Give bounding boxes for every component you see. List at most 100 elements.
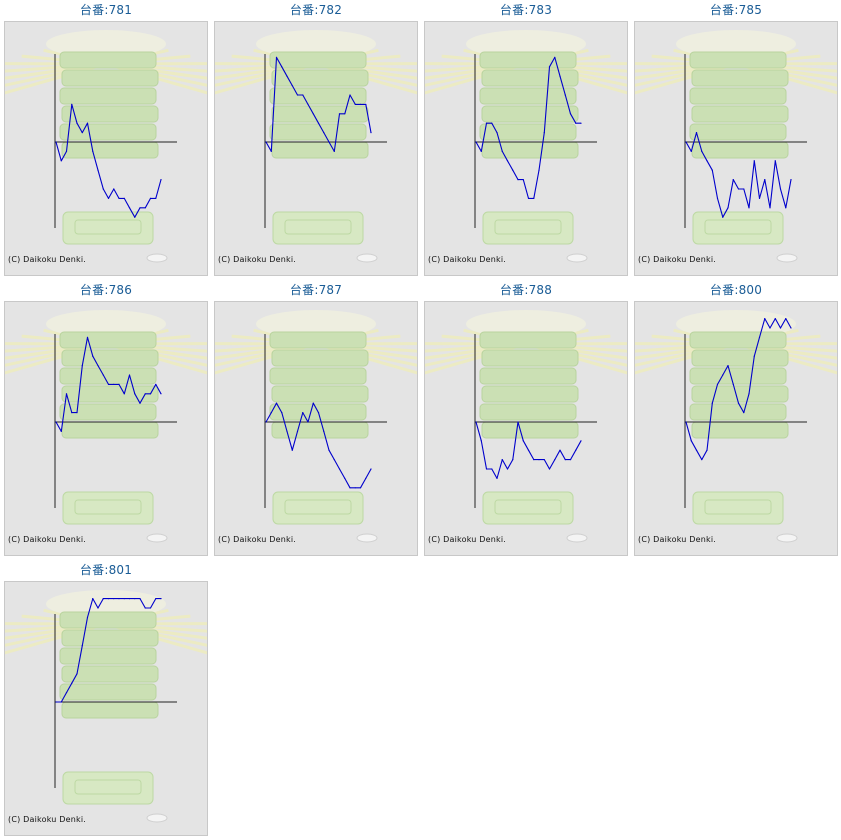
data-point bbox=[695, 449, 698, 451]
machine-chart-card[interactable]: 台番:781 (C) Daikoku Denki. bbox=[4, 1, 208, 276]
data-point bbox=[501, 150, 503, 152]
data-point bbox=[774, 318, 776, 320]
machine-illustration bbox=[5, 310, 207, 543]
machine-illustration bbox=[5, 590, 207, 823]
data-point bbox=[496, 132, 498, 134]
data-point bbox=[753, 355, 755, 357]
data-point bbox=[359, 487, 362, 489]
data-point bbox=[296, 94, 299, 96]
data-point bbox=[769, 207, 771, 209]
data-point bbox=[569, 113, 572, 115]
machine-chart-card[interactable]: 台番:783 (C) Daikoku Denki. bbox=[424, 1, 628, 276]
data-point bbox=[76, 673, 78, 675]
data-point bbox=[134, 216, 136, 218]
data-point bbox=[65, 692, 68, 694]
data-point bbox=[113, 383, 115, 385]
data-point bbox=[123, 393, 125, 395]
machine-chart-card[interactable]: 台番:787 (C) Daikoku Denki. bbox=[214, 281, 418, 556]
data-point bbox=[270, 412, 272, 414]
data-point bbox=[118, 197, 120, 199]
data-point bbox=[564, 459, 566, 461]
data-point bbox=[737, 402, 740, 404]
machine-chart-card[interactable]: 台番:785 (C) Daikoku Denki. bbox=[634, 1, 838, 276]
data-point bbox=[128, 207, 131, 209]
machine-chart-card[interactable]: 台番:801 (C) Daikoku Denki. bbox=[4, 561, 208, 836]
data-point bbox=[302, 94, 304, 96]
data-point bbox=[753, 160, 755, 162]
data-point bbox=[307, 103, 309, 105]
data-point bbox=[480, 150, 482, 152]
data-point bbox=[522, 440, 524, 442]
data-point bbox=[107, 598, 110, 600]
machine-number-link[interactable]: 台番:786 bbox=[79, 283, 133, 297]
data-point bbox=[527, 449, 530, 451]
chart-svg bbox=[215, 310, 417, 543]
machine-chart-card[interactable]: 台番:800 (C) Daikoku Denki. bbox=[634, 281, 838, 556]
machine-chart-card[interactable]: 台番:786 (C) Daikoku Denki. bbox=[4, 281, 208, 556]
data-point bbox=[160, 393, 162, 395]
data-point bbox=[790, 327, 792, 329]
machine-number-link[interactable]: 台番:781 bbox=[79, 3, 133, 17]
data-point bbox=[785, 318, 787, 320]
data-point bbox=[139, 598, 141, 600]
data-point bbox=[291, 449, 293, 451]
machine-illustration bbox=[635, 30, 837, 263]
data-point bbox=[365, 103, 367, 105]
data-point bbox=[743, 188, 745, 190]
data-point bbox=[711, 169, 713, 171]
data-point bbox=[312, 402, 314, 404]
data-point bbox=[118, 598, 120, 600]
machine-chart-card[interactable]: 台番:782 (C) Daikoku Denki. bbox=[214, 1, 418, 276]
data-point bbox=[533, 459, 535, 461]
data-point bbox=[102, 188, 104, 190]
machine-number-link[interactable]: 台番:801 bbox=[79, 563, 133, 577]
data-point bbox=[333, 459, 335, 461]
data-point bbox=[286, 75, 288, 77]
copyright-text: (C) Daikoku Denki. bbox=[8, 815, 87, 824]
chart-panel: (C) Daikoku Denki. bbox=[214, 301, 418, 556]
chart-svg bbox=[5, 30, 207, 263]
data-point bbox=[538, 169, 540, 171]
data-point bbox=[265, 421, 267, 423]
machine-illustration bbox=[635, 310, 837, 543]
data-point bbox=[160, 179, 162, 181]
data-point bbox=[270, 150, 272, 152]
machine-number-link[interactable]: 台番:785 bbox=[709, 3, 763, 17]
machine-number-link[interactable]: 台番:783 bbox=[499, 3, 553, 17]
data-point bbox=[764, 179, 766, 181]
data-point bbox=[706, 449, 708, 451]
data-point bbox=[155, 383, 157, 385]
data-point bbox=[281, 66, 283, 68]
data-point bbox=[97, 607, 99, 609]
data-point bbox=[685, 141, 687, 143]
machine-chart-card[interactable]: 台番:788 (C) Daikoku Denki. bbox=[424, 281, 628, 556]
data-point bbox=[506, 468, 509, 470]
data-point bbox=[81, 645, 83, 647]
chart-svg bbox=[5, 310, 207, 543]
data-point bbox=[328, 449, 330, 451]
chart-panel: (C) Daikoku Denki. bbox=[424, 301, 628, 556]
machine-number-link[interactable]: 台番:800 bbox=[709, 283, 763, 297]
data-point bbox=[716, 383, 719, 385]
data-point bbox=[86, 336, 89, 338]
data-point bbox=[155, 197, 157, 199]
data-point bbox=[60, 430, 62, 432]
data-point bbox=[538, 459, 540, 461]
data-point bbox=[134, 393, 136, 395]
machine-number-link[interactable]: 台番:782 bbox=[289, 3, 343, 17]
machine-illustration bbox=[5, 30, 207, 263]
data-point bbox=[365, 477, 367, 479]
machine-number-link[interactable]: 台番:787 bbox=[289, 283, 343, 297]
machine-number-link[interactable]: 台番:788 bbox=[499, 283, 553, 297]
data-point bbox=[92, 598, 94, 600]
data-point bbox=[102, 598, 104, 600]
copyright-text: (C) Daikoku Denki. bbox=[428, 535, 507, 544]
data-point bbox=[349, 487, 351, 489]
data-point bbox=[758, 336, 761, 338]
data-point bbox=[323, 430, 325, 432]
data-point bbox=[690, 150, 692, 152]
data-point bbox=[55, 701, 57, 703]
data-point bbox=[575, 122, 577, 124]
data-point bbox=[722, 374, 724, 376]
data-point bbox=[779, 327, 782, 329]
